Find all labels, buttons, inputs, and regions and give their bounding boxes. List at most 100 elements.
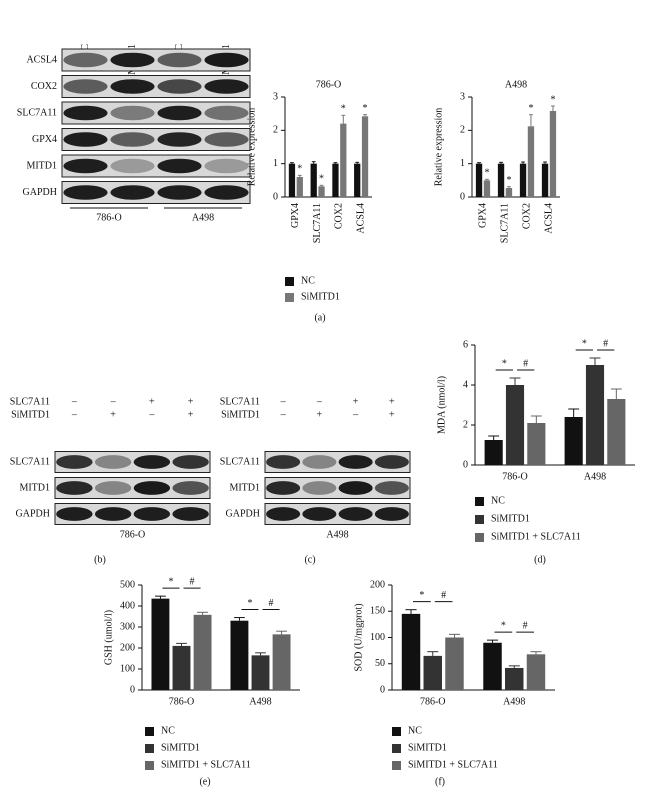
panel-label: (a): [314, 312, 325, 323]
legend-label: SiMITD1 + SLC7A11: [408, 759, 498, 770]
x-tick-label: SLC7A11: [499, 203, 510, 243]
panel-label: (c): [304, 554, 315, 565]
legend-label: SiMITD1: [301, 291, 340, 302]
blot-band: [157, 185, 202, 200]
blot-band: [56, 481, 93, 495]
group-label: A498: [192, 212, 214, 223]
y-tick-label: 2: [463, 419, 468, 430]
row-label: SLC7A11: [220, 456, 260, 467]
condition-sign: –: [148, 409, 155, 420]
condition-label: SLC7A11: [220, 396, 260, 407]
legend-swatch: [392, 761, 401, 770]
sig-label: *: [247, 598, 252, 609]
y-tick-label: 4: [463, 379, 468, 390]
bar: [607, 399, 626, 465]
row-label: GAPDH: [16, 508, 50, 519]
condition-sign: +: [188, 396, 194, 407]
bar: [505, 385, 525, 465]
legend-label: SiMITD1: [408, 742, 447, 753]
condition-label: SiMITD1: [221, 409, 260, 420]
blot-band: [56, 455, 93, 469]
group-label: 786-O: [96, 212, 122, 223]
condition-sign: –: [280, 396, 287, 407]
bar: [526, 654, 546, 690]
legend-label: NC: [408, 725, 422, 736]
sig-label: *: [528, 103, 533, 114]
blot-band: [63, 132, 108, 147]
blot-band: [302, 455, 337, 469]
blot-band: [204, 52, 249, 68]
condition-sign: +: [389, 396, 395, 407]
blot-band: [302, 481, 337, 495]
legend-label: NC: [491, 495, 505, 506]
bar: [519, 163, 527, 197]
blot-band: [157, 105, 202, 121]
bar: [401, 613, 421, 690]
blot-strip: [61, 75, 251, 98]
blot-band: [110, 185, 155, 200]
condition-label: SiMITD1: [11, 409, 50, 420]
blot-strip: [54, 477, 211, 499]
blot-band: [110, 158, 155, 174]
x-tick-label: ACSL4: [543, 203, 554, 234]
bar: [585, 365, 605, 465]
blot-band: [266, 481, 301, 495]
bar: [251, 655, 270, 690]
blot-band: [157, 52, 202, 68]
bar: [527, 126, 535, 197]
blot-band: [172, 455, 209, 469]
condition-sign: –: [71, 409, 78, 420]
x-tick-label: 786-O: [420, 696, 446, 707]
row-label: MITD1: [19, 482, 50, 493]
row-label: SLC7A11: [10, 456, 50, 467]
condition-label: SLC7A11: [10, 396, 50, 407]
y-tick-label: 3: [460, 91, 465, 102]
legend-swatch: [285, 277, 294, 286]
blot-band: [302, 507, 337, 521]
sig-label: #: [603, 338, 608, 349]
x-tick-label: A498: [249, 696, 271, 707]
bar: [483, 642, 502, 690]
bar: [423, 655, 442, 690]
row-label: MITD1: [229, 482, 260, 493]
sig-label: *: [502, 358, 507, 369]
blot-strip: [61, 181, 251, 204]
legend-label: NC: [161, 725, 175, 736]
bar: [272, 634, 291, 690]
x-tick-label: SLC7A11: [312, 203, 323, 243]
chart-title: A498: [505, 79, 527, 90]
blot-strip: [264, 503, 411, 525]
condition-sign: +: [353, 396, 359, 407]
x-tick-label: A498: [584, 471, 606, 482]
blot-band: [94, 455, 132, 469]
legend-swatch: [475, 497, 484, 506]
x-tick-label: COX2: [334, 203, 345, 229]
blot-strip: [264, 451, 411, 473]
sig-label: *: [319, 174, 324, 185]
x-tick-label: GPX4: [290, 203, 301, 228]
sig-label: *: [297, 164, 302, 175]
sig-label: *: [550, 94, 555, 105]
sig-label: #: [441, 590, 446, 601]
bar: [549, 111, 557, 197]
row-label: SLC7A11: [17, 107, 57, 118]
chart-title: 786-O: [316, 79, 342, 90]
bar: [296, 177, 303, 197]
bar: [564, 417, 583, 465]
blot-band: [94, 481, 132, 495]
sig-label: *: [341, 104, 346, 115]
sig-label: *: [582, 338, 587, 349]
condition-sign: +: [188, 409, 194, 420]
blot-band: [204, 185, 249, 200]
blot-band: [56, 507, 93, 521]
condition-sign: +: [110, 409, 116, 420]
blot-band: [110, 79, 155, 94]
legend-swatch: [475, 515, 484, 524]
cell-label: 786-O: [120, 529, 146, 540]
bar: [484, 440, 503, 465]
legend-swatch: [285, 293, 294, 302]
row-label: MITD1: [26, 160, 57, 171]
bar: [475, 163, 483, 197]
legend-label: SiMITD1 + SLC7A11: [161, 759, 251, 770]
